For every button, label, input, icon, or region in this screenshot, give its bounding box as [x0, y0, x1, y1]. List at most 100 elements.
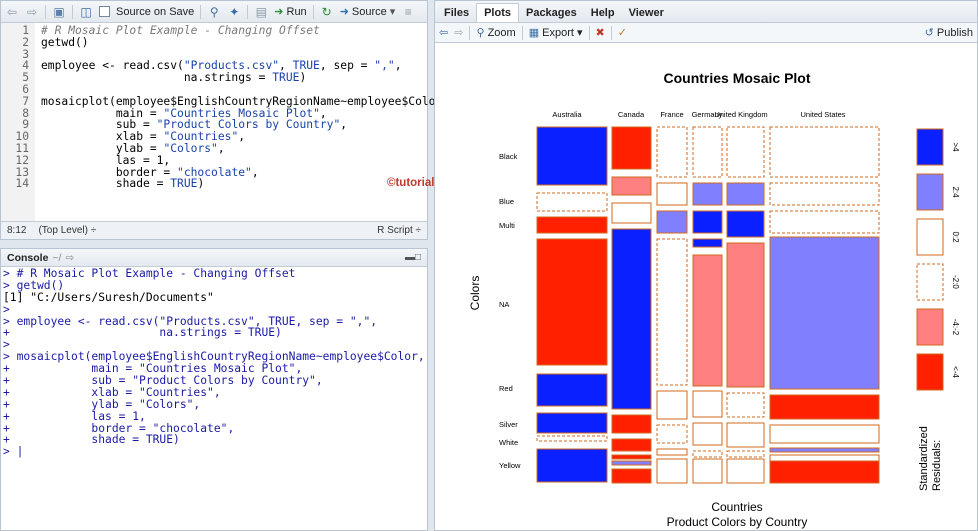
code-line: # R Mosaic Plot Example - Changing Offse…	[41, 24, 320, 37]
console-line: + na.strings = TRUE)	[3, 326, 282, 340]
tab-viewer[interactable]: Viewer	[628, 7, 664, 19]
code-tools-icon[interactable]: ✦	[229, 4, 240, 19]
export-icon: ▦	[528, 27, 540, 39]
legend-label: -4:-2	[951, 319, 960, 336]
mosaic-cell	[769, 182, 880, 206]
scope-selector[interactable]: (Top Level) ÷	[38, 225, 97, 236]
line-number: 3	[22, 47, 29, 61]
code-line: ylab = "Colors",	[41, 142, 225, 155]
source-on-save-toggle[interactable]: Source on Save	[99, 6, 194, 18]
mosaic-cell	[656, 238, 688, 386]
code-line: getwd()	[41, 35, 89, 49]
mosaic-cell	[536, 373, 608, 407]
tab-files[interactable]: Files	[444, 7, 470, 19]
line-number: 11	[15, 142, 29, 155]
export-button[interactable]: ▦ Export ▾	[529, 26, 583, 39]
window-controls[interactable]: ▬□	[404, 252, 421, 263]
previous-plot-icon[interactable]: ⇦	[439, 27, 449, 39]
publish-label: Publish	[936, 27, 973, 39]
code-line: employee <- read.csv("Products.csv", TRU…	[41, 59, 402, 73]
show-in-window-icon[interactable]: ▣	[53, 4, 65, 19]
x-tick-label: Canada	[618, 110, 645, 119]
x-tick-label: United Kingdom	[714, 110, 767, 119]
mosaic-plot: Countries Mosaic Plot Countries Product Co…	[435, 43, 978, 531]
mosaic-cell	[536, 435, 608, 442]
run-button[interactable]: ➜ Run	[274, 5, 307, 19]
code-line: main = "Countries Mosaic Plot",	[41, 106, 327, 120]
mosaic-cell	[769, 126, 880, 178]
line-number: 9	[22, 118, 29, 132]
console-line: >	[3, 338, 10, 352]
source-button[interactable]: ➜ Source ▾	[339, 5, 396, 19]
mosaic-cell	[656, 210, 688, 234]
mosaic-cell	[692, 238, 723, 248]
run-label: Run	[286, 5, 307, 18]
console-line: > # R Mosaic Plot Example - Changing Off…	[3, 267, 296, 280]
forward-arrow-icon[interactable]: ⇨	[26, 4, 38, 19]
code-area[interactable]: 1 2 3 4 5 6 7 8 9 10 11 12 13 14 # R Mosaic Plot Exam…	[1, 23, 449, 223]
line-number: 2	[22, 35, 29, 49]
mosaic-cell	[769, 236, 880, 390]
clear-plots-icon[interactable]: ✓	[617, 27, 627, 39]
toolbar-separator	[521, 25, 523, 40]
mosaic-cell	[692, 458, 723, 484]
mosaic-cell	[656, 458, 688, 484]
legend-label: <-4	[951, 366, 960, 378]
mosaic-cell	[611, 228, 652, 410]
mosaic-cell	[692, 210, 723, 234]
right-pane-tabs: Files Plots Packages Help Viewer	[435, 1, 977, 23]
source-on-save-checkbox[interactable]	[99, 6, 110, 17]
console-line: > employee <- read.csv("Products.csv", T…	[3, 314, 378, 328]
next-plot-icon[interactable]: ⇨	[454, 27, 464, 39]
mosaic-cell	[726, 210, 765, 238]
legend-title: Standardized	[918, 426, 930, 491]
console-path: ~/	[52, 251, 62, 264]
mosaic-cell	[536, 126, 608, 186]
file-type-selector[interactable]: R Script ÷	[377, 225, 421, 236]
mosaic-cell	[656, 126, 688, 178]
x-tick-label: Germany	[692, 110, 723, 119]
back-arrow-icon[interactable]: ⇦	[6, 4, 18, 19]
search-icon[interactable]: ⚲	[209, 4, 219, 19]
line-number: 14	[15, 177, 29, 191]
x-tick-label: France	[660, 110, 683, 119]
legend-swatch	[916, 308, 944, 346]
mosaic-cell	[656, 448, 688, 456]
mosaic-cell	[692, 450, 723, 458]
mosaic-cell	[611, 126, 652, 170]
outline-icon[interactable]: ≡	[404, 4, 412, 19]
console-line: + border = "chocolate",	[3, 421, 235, 435]
mosaic-cell	[656, 390, 688, 420]
remove-plot-icon[interactable]: ✖	[595, 27, 605, 39]
tab-help[interactable]: Help	[590, 7, 615, 19]
tab-plots[interactable]: Plots	[476, 3, 519, 22]
save-icon[interactable]: ◫	[80, 4, 92, 19]
console-line: + ylab = "Colors",	[3, 397, 201, 411]
line-number: 13	[15, 165, 29, 179]
tab-packages[interactable]: Packages	[525, 7, 577, 19]
console-line: + shade = TRUE)	[3, 433, 180, 447]
zoom-label: Zoom	[487, 27, 516, 39]
console-output[interactable]: > # R Mosaic Plot Example - Changing Off…	[1, 267, 427, 459]
rerun-icon[interactable]: ↻	[321, 4, 332, 19]
console-line: [1] "C:/Users/Suresh/Documents"	[3, 290, 214, 304]
plots-pane: Files Plots Packages Help Viewer ⇦ ⇨ ⚲ Zoom …	[434, 0, 978, 531]
console-line: >	[3, 302, 10, 316]
legend-label: >4	[951, 142, 960, 152]
y-tick-label: Multi	[499, 221, 515, 230]
mosaic-cell	[656, 182, 688, 206]
publish-icon: ↺	[924, 27, 934, 39]
goto-directory-icon[interactable]: ⇨	[65, 251, 75, 264]
editor-toolbar: ⇦ ⇨ ▣ ◫ Source on Save ⚲ ✦ ▤ ➜ Run ↻ ➜ Sou…	[1, 1, 427, 23]
mosaic-cell	[769, 447, 880, 453]
publish-button[interactable]: ↺ Publish	[925, 26, 973, 39]
console-line: + las = 1,	[3, 409, 146, 423]
mosaic-cell	[726, 126, 765, 178]
legend-swatch	[916, 218, 944, 256]
line-number: 6	[22, 83, 29, 96]
mosaic-cell	[769, 210, 880, 234]
compile-report-icon[interactable]: ▤	[255, 4, 267, 19]
console-line: + sub = "Product Colors by Country",	[3, 374, 323, 388]
zoom-button[interactable]: ⚲ Zoom	[476, 26, 515, 39]
